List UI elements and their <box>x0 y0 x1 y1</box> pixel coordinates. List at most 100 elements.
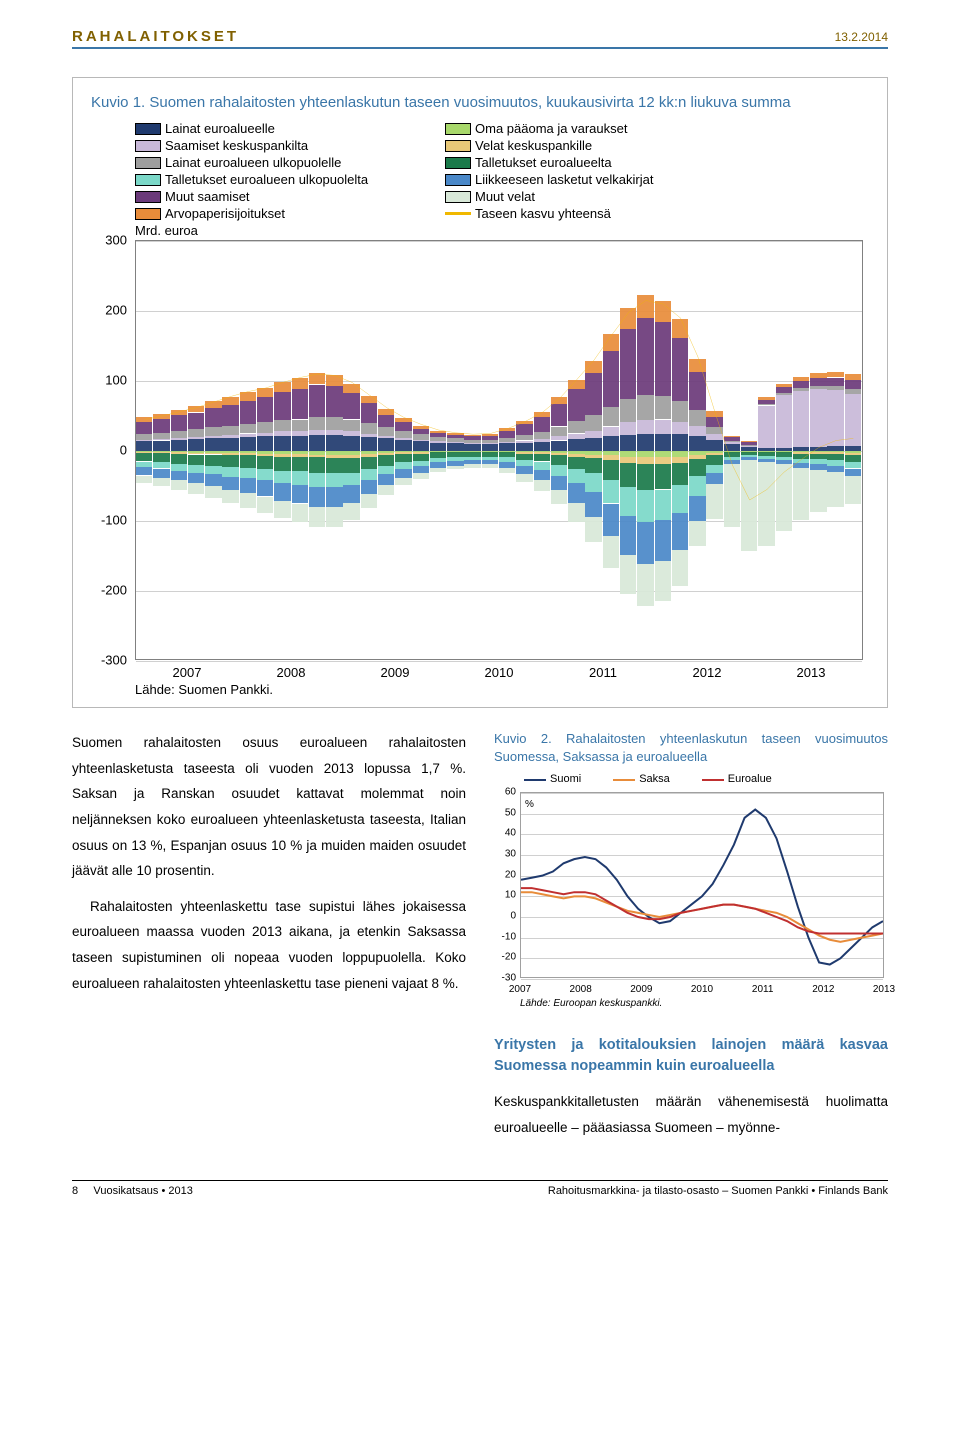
bar-segment <box>637 318 653 395</box>
bar-segment <box>482 444 498 451</box>
header-title: RAHALAITOKSET <box>72 28 239 45</box>
bar-segment <box>222 397 238 405</box>
bar-segment <box>326 386 342 418</box>
legend-label: Oma pääoma ja varaukset <box>475 121 627 136</box>
bar-segment <box>309 457 325 472</box>
bar-segment <box>257 469 273 480</box>
bar-segment <box>655 322 671 396</box>
bar-segment <box>343 431 359 435</box>
bar-segment <box>516 435 532 441</box>
figure-2-legend: Suomi Saksa Euroalue <box>524 769 888 790</box>
bar-segment <box>430 431 446 433</box>
bar-segment <box>585 415 601 430</box>
bar-segment <box>585 473 601 491</box>
bar-segment <box>395 422 411 430</box>
para-3: Keskuspankkitalletusten määrän vähenemis… <box>494 1089 888 1140</box>
bar-segment <box>326 417 342 430</box>
bar-segment <box>758 400 774 404</box>
bar-segment <box>274 420 290 431</box>
y-tick: -300 <box>101 653 127 668</box>
figure-1-yunit: Mrd. euroa <box>135 223 869 238</box>
bar-segment <box>585 517 601 542</box>
bar-segment <box>776 387 792 393</box>
bar-segment <box>655 520 671 561</box>
bar-segment <box>222 477 238 490</box>
bar-segment <box>257 480 273 496</box>
bar-segment <box>827 472 843 507</box>
bar-segment <box>845 469 861 476</box>
header-date: 13.2.2014 <box>835 30 888 44</box>
bar-segment <box>292 504 308 523</box>
bar-period <box>534 241 550 659</box>
bar-period <box>257 241 273 659</box>
bar-segment <box>637 464 653 490</box>
bar-period <box>603 241 619 659</box>
legend-swatch <box>135 140 161 152</box>
bar-period <box>689 241 705 659</box>
bar-segment <box>551 397 567 404</box>
figure-2-chart: -30-20-100102030405060 % 200720082009201… <box>494 792 888 992</box>
bar-segment <box>188 439 204 451</box>
legend-label: Lainat euroalueen ulkopuolelle <box>165 155 341 170</box>
bar-segment <box>447 466 463 470</box>
bar-segment <box>430 437 446 441</box>
bar-segment <box>136 441 152 451</box>
x-tick: 2007 <box>509 980 531 999</box>
bar-segment <box>603 351 619 407</box>
bar-segment <box>222 490 238 503</box>
bar-segment <box>603 504 619 536</box>
bar-segment <box>672 338 688 401</box>
legend-label: Talletukset euroalueelta <box>475 155 612 170</box>
bar-period <box>724 241 740 659</box>
bar-segment <box>620 487 636 516</box>
bar-period <box>205 241 221 659</box>
bar-segment <box>689 426 705 436</box>
bar-segment <box>620 555 636 594</box>
bar-segment <box>171 431 187 438</box>
y-tick: 300 <box>105 233 127 248</box>
bar-period <box>292 241 308 659</box>
legend-label: Euroalue <box>728 769 772 790</box>
legend-swatch <box>135 191 161 203</box>
bar-segment <box>343 503 359 521</box>
bar-segment <box>706 473 722 484</box>
bar-segment <box>568 389 584 421</box>
bar-segment <box>551 436 567 440</box>
bar-segment <box>292 457 308 472</box>
y-tick: -10 <box>502 927 516 946</box>
bar-segment <box>724 442 740 444</box>
bar-period <box>620 241 636 659</box>
legend-item: Muut velat <box>445 189 745 204</box>
bar-segment <box>516 443 532 451</box>
bar-segment <box>447 435 463 439</box>
bar-segment <box>706 484 722 519</box>
x-tick: 2010 <box>485 665 514 680</box>
legend-label: Muut saamiset <box>165 189 250 204</box>
bar-segment <box>551 441 567 452</box>
bar-segment <box>845 374 861 380</box>
legend-item: Liikkeeseen lasketut velkakirjat <box>445 172 745 187</box>
bar-period <box>395 241 411 659</box>
bar-period <box>810 241 826 659</box>
legend-item: Saksa <box>613 769 670 790</box>
page-footer: 8 Vuosikatsaus • 2013 Rahoitusmarkkina- … <box>72 1180 888 1197</box>
bar-segment <box>292 389 308 420</box>
bar-segment <box>326 458 342 473</box>
bar-segment <box>672 434 688 451</box>
bar-segment <box>706 465 722 473</box>
bar-segment <box>153 414 169 419</box>
bar-segment <box>724 464 740 527</box>
bar-segment <box>534 439 550 442</box>
x-tick: 2008 <box>277 665 306 680</box>
bar-segment <box>395 418 411 422</box>
bar-segment <box>188 465 204 473</box>
bar-segment <box>482 464 498 468</box>
bar-segment <box>464 440 480 444</box>
bar-segment <box>240 434 256 438</box>
left-column: Suomen rahalaitosten osuus euroalueen ra… <box>72 730 466 1150</box>
legend-item: Suomi <box>524 769 581 790</box>
bar-segment <box>585 431 601 438</box>
bar-segment <box>309 385 325 418</box>
legend-swatch <box>445 212 471 215</box>
bar-segment <box>257 397 273 422</box>
